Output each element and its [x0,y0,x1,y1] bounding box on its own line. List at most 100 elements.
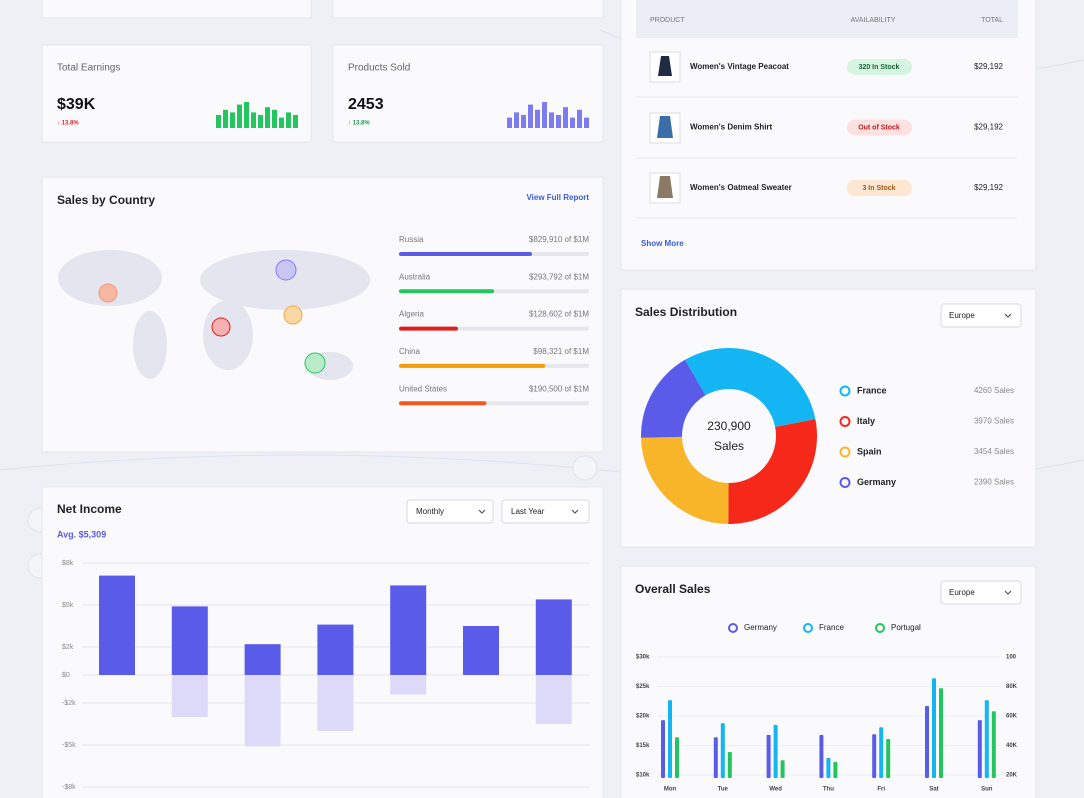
dropdown[interactable] [501,499,590,524]
dropdown-label[interactable]: Last Year [511,507,545,516]
card [620,0,1037,271]
link[interactable]: Show More [641,239,684,248]
y-tick-label: $0 [62,672,70,679]
sparkline-bar [265,107,270,128]
country-amount: $190,500 of $1M [529,384,589,393]
legend-marker [839,477,851,488]
product-name: Women's Oatmeal Sweater [690,183,792,192]
table-header [636,0,1018,38]
sparkline-bar [584,117,589,128]
bar [390,675,427,695]
chevrons [478,313,1012,595]
y-tick-label: $2k [62,644,74,651]
legend-label: Germany [857,477,896,487]
bar [939,688,943,778]
stat-label: Products Sold [348,63,410,74]
dropdown[interactable] [406,499,494,524]
card-title: Net Income [57,502,122,516]
donut-segment [641,436,729,524]
card [332,0,604,19]
dropdown-label[interactable]: Monthly [416,507,444,516]
card [332,44,604,143]
bar [833,762,838,778]
donut-center-value: 230,900 [707,419,751,433]
sparkline-bar [223,109,228,128]
world-map [58,250,370,380]
column-header: TOTAL [981,17,1003,24]
donut-segment [728,419,817,524]
legend-label: Spain [857,446,882,456]
column-header: PRODUCT [650,17,685,24]
country-name: Algeria [399,310,424,319]
average: Avg. $5,309 [57,529,106,539]
status-text: Out of Stock [858,124,900,131]
product-total: $29,192 [974,183,1003,192]
sparkline-bar [237,104,242,128]
product-total: $29,192 [974,123,1003,132]
country-amount: $829,910 of $1M [529,235,589,244]
product-total: $29,192 [974,62,1003,71]
dropdown-label[interactable]: Europe [949,311,975,320]
legend-marker [839,416,851,427]
thumbnails [649,51,681,204]
donut-segment [640,359,706,438]
card [41,0,312,19]
sparkline-bar [258,115,263,128]
y2-tick-label: 40K [1006,743,1018,749]
bar [826,757,831,778]
bar [244,675,281,747]
legend-marker [803,623,813,633]
dropdown[interactable] [940,580,1022,605]
bar [932,678,936,778]
y-tick-label: -$8k [62,784,76,791]
bar [886,739,891,778]
legend-marker [839,446,851,458]
status-text: 320 In Stock [859,64,900,71]
x-tick-label: Tue [718,787,729,793]
status-badge [847,59,912,75]
card-title: Sales Distribution [635,305,737,319]
legend-marker [728,623,738,633]
card [41,44,312,143]
donut-segment [685,347,816,428]
legend-value: 3454 Sales [974,447,1014,456]
sparkline-bar [549,112,554,128]
sparkline-bar [542,102,547,128]
progress-bar [399,289,494,294]
donut-center-label: Sales [714,439,744,453]
dropdown-label[interactable]: Europe [949,588,975,597]
bar [977,720,982,778]
sparkline-bar [528,104,533,128]
y-tick-label: $10k [636,773,650,779]
table-separators [636,96,1018,219]
dropdowns[interactable] [406,303,1022,605]
bar [317,675,354,731]
link[interactable]: View Full Report [526,193,589,202]
bar [819,734,824,778]
legend-label: Portugal [891,623,921,632]
legend-label: Germany [744,623,777,632]
y-tick-label: $15k [636,743,650,749]
y-tick-label: -$5k [62,742,76,749]
product-name: Women's Vintage Peacoat [690,62,789,71]
x-tick-label: Sat [929,787,938,793]
dropdown[interactable] [940,303,1022,328]
y-tick-label: $25k [636,684,650,690]
card [41,176,604,453]
progress-bar [399,326,458,331]
bar [984,700,989,778]
bar [773,724,778,778]
bar [171,675,208,717]
bar [713,737,718,778]
status-text: 3 In Stock [862,185,895,192]
x-tick-label: Sun [981,787,993,793]
country-amount: $128,602 of $1M [529,310,589,319]
progress-bar [399,252,532,256]
sparkline-bar [507,117,512,128]
product-name: Women's Denim Shirt [690,123,773,132]
x-tick-label: Wed [769,787,782,793]
bar [766,734,771,778]
legend-value: 2390 Sales [974,478,1014,487]
bar [390,585,427,675]
